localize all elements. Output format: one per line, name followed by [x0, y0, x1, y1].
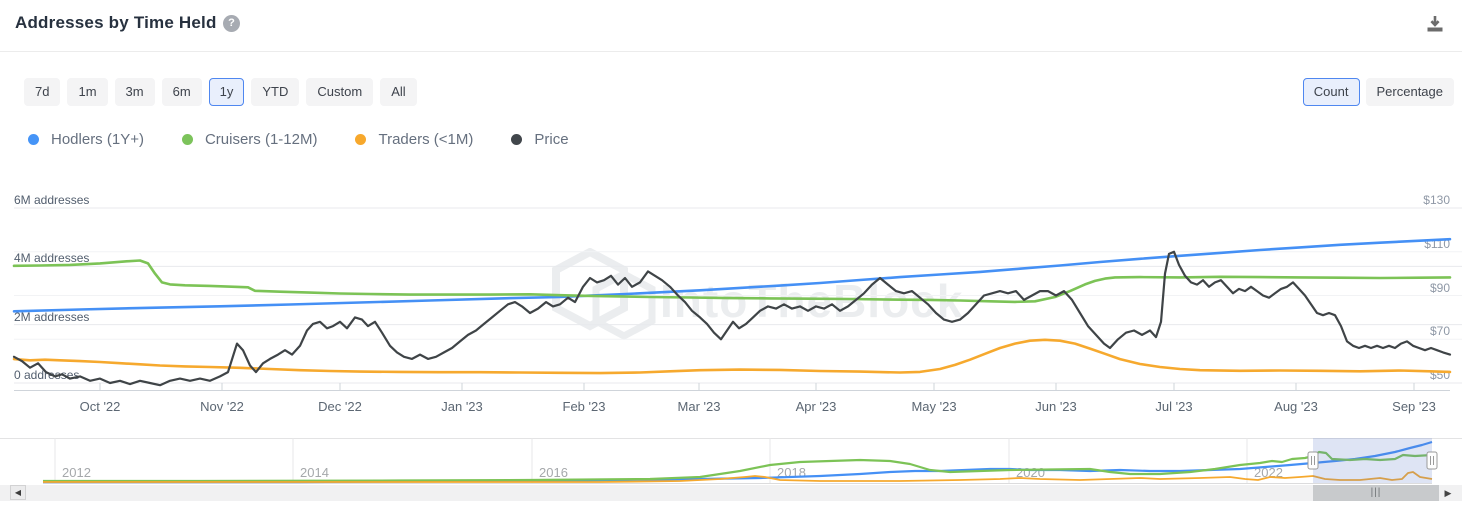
minimap-series-traders [43, 471, 1433, 483]
download-icon[interactable] [1424, 13, 1446, 35]
legend-dot-icon [28, 134, 39, 145]
x-axis-month-label: Sep '23 [1392, 399, 1436, 414]
x-axis-month-label: May '23 [911, 399, 957, 414]
minimap-year-label: 2012 [62, 465, 91, 480]
chart-legend: Hodlers (1Y+) Cruisers (1-12M) Traders (<1… [28, 131, 569, 148]
minimap-left-handle[interactable] [1307, 451, 1319, 470]
time-range-button-group: 7d 1m 3m 6m 1y YTD Custom All [24, 78, 417, 106]
y-axis-right-label: $130 [1423, 193, 1450, 207]
y-axis-right-label: $70 [1429, 324, 1450, 339]
range-button-7d[interactable]: 7d [24, 78, 61, 106]
y-axis-left-label: 0 addresses [14, 368, 80, 382]
minimap-selection-window[interactable] [1313, 438, 1432, 483]
x-axis-month-label: Mar '23 [677, 399, 721, 414]
minimap-year-label: 2014 [300, 465, 329, 480]
minimap-chart[interactable] [0, 438, 1462, 485]
range-button-1m[interactable]: 1m [67, 78, 108, 106]
minimap-year-label: 2022 [1254, 465, 1283, 480]
minimap-right-handle[interactable] [1426, 451, 1438, 470]
series-line-hodlers [12, 237, 1452, 313]
legend-item-label: Cruisers (1-12M) [204, 131, 318, 148]
widget-header: Addresses by Time Held ? [0, 0, 1462, 52]
legend-item-label: Hodlers (1Y+) [51, 131, 144, 148]
legend-item-traders[interactable]: Traders (<1M) [355, 131, 473, 148]
range-button-custom[interactable]: Custom [306, 78, 374, 106]
scrollbar-grip-icon: ||| [1370, 487, 1382, 498]
minimap-year-label: 2016 [539, 465, 568, 480]
legend-item-price[interactable]: Price [511, 131, 569, 148]
range-button-3m[interactable]: 3m [114, 78, 155, 106]
range-button-6m[interactable]: 6m [161, 78, 202, 106]
view-mode-button-percentage[interactable]: Percentage [1365, 78, 1454, 106]
page-title: Addresses by Time Held [15, 13, 217, 32]
x-axis-month-label: Dec '22 [318, 399, 362, 414]
scrollbar-left-arrow-icon[interactable]: ◀ [10, 485, 26, 500]
series-line-price [12, 250, 1452, 387]
series-line-traders [12, 338, 1452, 375]
y-axis-left-label: 4M addresses [14, 251, 90, 266]
x-axis-month-label: Apr '23 [795, 399, 837, 414]
x-axis-month-label: Jul '23 [1155, 399, 1193, 414]
legend-dot-icon [181, 134, 193, 145]
range-button-ytd[interactable]: YTD [251, 78, 300, 106]
legend-dot-icon [355, 134, 367, 145]
range-button-1y[interactable]: 1y [208, 78, 245, 106]
x-axis-month-label: Jan '23 [441, 399, 483, 414]
y-axis-left-label: 6M addresses [14, 193, 90, 207]
x-axis-month-label: Nov '22 [200, 399, 244, 414]
x-axis-month-label: Feb '23 [562, 399, 606, 414]
legend-item-cruisers[interactable]: Cruisers (1-12M) [181, 131, 318, 148]
legend-item-label: Price [534, 131, 569, 148]
scrollbar-thumb[interactable]: ||| [1313, 485, 1439, 501]
x-axis-month-label: Oct '22 [79, 399, 121, 414]
minimap-series-hodlers [43, 440, 1433, 484]
scrollbar-right-arrow-icon[interactable]: ▶ [1444, 488, 1452, 498]
horizontal-scrollbar[interactable]: ◀ ||| ▶ [0, 485, 1462, 501]
range-button-all[interactable]: All [380, 78, 417, 106]
x-axis-month-label: Aug '23 [1274, 399, 1318, 414]
minimap-series-cruisers [43, 450, 1433, 483]
legend-dot-icon [511, 134, 523, 145]
y-axis-left-label: 2M addresses [14, 309, 90, 324]
help-icon[interactable]: ? [223, 15, 240, 32]
view-mode-button-count[interactable]: Count [1302, 78, 1360, 106]
legend-item-hodlers[interactable]: Hodlers (1Y+) [28, 131, 144, 148]
legend-item-label: Traders (<1M) [378, 131, 474, 148]
y-axis-right-label: $90 [1429, 280, 1450, 295]
series-line-cruisers [12, 259, 1452, 304]
x-axis-month-label: Jun '23 [1035, 399, 1077, 414]
main-chart [12, 207, 1462, 391]
view-mode-button-group: Count Percentage [1302, 78, 1454, 106]
